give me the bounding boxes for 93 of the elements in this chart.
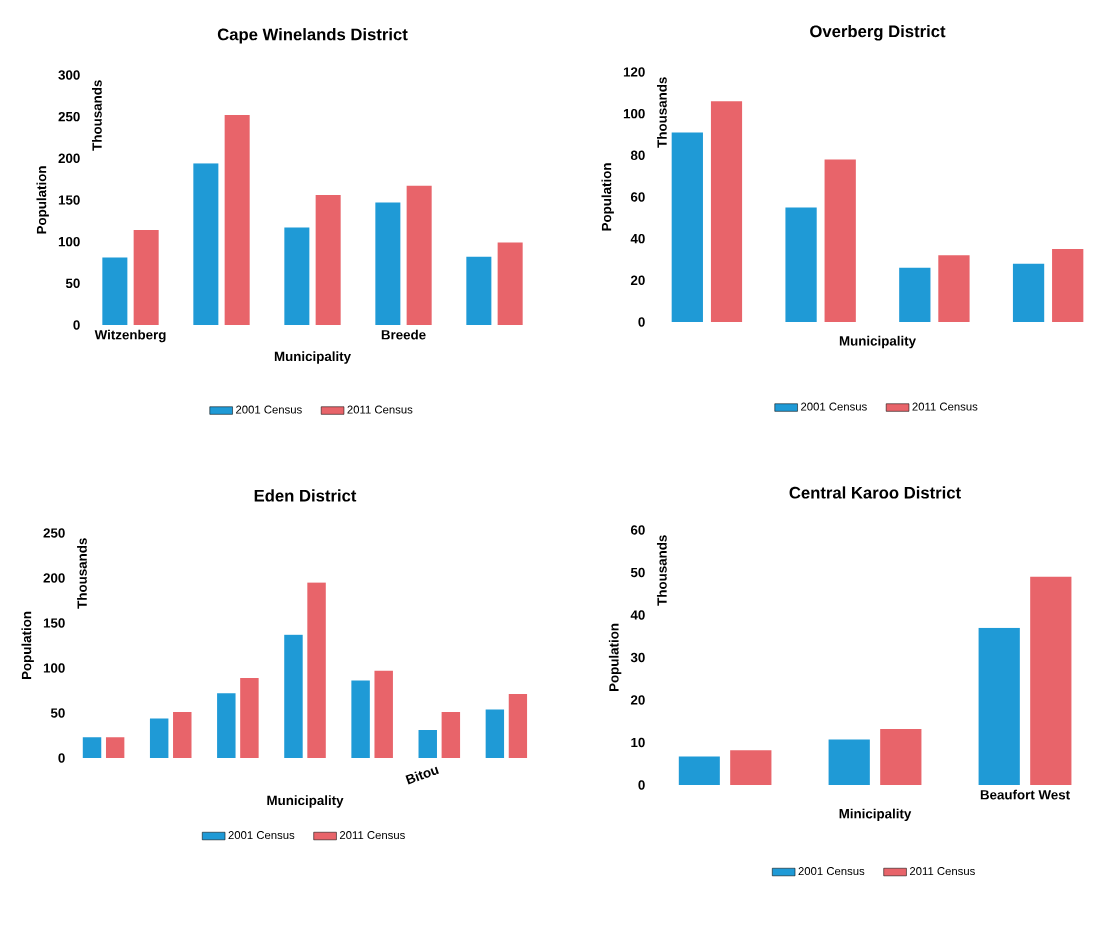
bar xyxy=(497,242,523,325)
x-tick-label: Breede xyxy=(381,329,426,340)
y-tick-label: 0 xyxy=(73,320,80,330)
bar xyxy=(418,730,437,758)
y-tick-label: 50 xyxy=(50,708,65,718)
legend-label: 2001 Census xyxy=(236,405,302,414)
bar xyxy=(351,680,370,758)
bar xyxy=(710,101,743,322)
y-tick-label: 40 xyxy=(630,233,645,244)
annotation: Thousands xyxy=(656,535,667,606)
y-tick-label: 200 xyxy=(43,573,65,583)
y-tick-label: 20 xyxy=(630,695,645,705)
bar xyxy=(466,256,492,325)
y-tick-label: 50 xyxy=(65,278,80,289)
bar xyxy=(880,728,922,785)
x-axis-title: Municipality xyxy=(839,335,916,349)
bar xyxy=(785,207,817,322)
bar xyxy=(133,229,159,325)
bar xyxy=(375,202,401,325)
x-tick-label: Beaufort West xyxy=(980,789,1070,800)
bar xyxy=(1012,263,1045,322)
y-tick-label: 80 xyxy=(630,150,645,161)
bar xyxy=(224,114,250,325)
y-axis-title: Population xyxy=(21,611,34,680)
bar xyxy=(240,677,259,758)
bar xyxy=(105,737,125,758)
x-tick-label: Witzenberg xyxy=(94,329,166,343)
bar xyxy=(938,255,970,322)
y-tick-label: 60 xyxy=(630,525,645,535)
y-tick-label: 60 xyxy=(630,192,645,202)
bar xyxy=(978,627,1020,785)
y-axis-title: Population xyxy=(36,166,49,234)
y-tick-label: 40 xyxy=(630,610,645,620)
chart-title: Eden District xyxy=(254,489,357,502)
legend-label: 2011 Census xyxy=(347,405,413,414)
x-axis-title: Minicipality xyxy=(839,808,912,822)
legend-label: 2011 Census xyxy=(909,867,975,876)
y-tick-label: 300 xyxy=(58,70,80,80)
bar xyxy=(149,718,169,758)
bar xyxy=(82,737,102,758)
legend-label: 2001 Census xyxy=(798,867,865,876)
y-tick-label: 0 xyxy=(638,780,645,790)
chart-title: Overberg District xyxy=(810,24,946,41)
bar xyxy=(217,693,236,758)
y-tick-label: 30 xyxy=(630,652,645,663)
bar xyxy=(1030,576,1072,785)
bar xyxy=(173,712,192,758)
x-axis-title: Municipality xyxy=(274,351,351,364)
y-tick-label: 250 xyxy=(43,528,65,538)
bar xyxy=(315,194,341,325)
bar xyxy=(508,694,528,758)
x-axis-title: Municipality xyxy=(267,795,344,808)
bar xyxy=(828,739,870,785)
bar xyxy=(441,712,461,758)
y-tick-label: 20 xyxy=(630,275,645,286)
bar xyxy=(730,750,772,785)
y-tick-label: 200 xyxy=(58,153,80,164)
bar xyxy=(485,709,505,758)
bar xyxy=(284,634,303,758)
bar xyxy=(193,163,219,325)
y-tick-label: 10 xyxy=(631,737,645,748)
y-tick-label: 120 xyxy=(623,67,645,77)
bar xyxy=(102,257,128,325)
annotation: Thousands xyxy=(657,77,667,148)
bar xyxy=(671,132,703,322)
y-axis-title: Population xyxy=(601,163,614,231)
y-axis-title: Population xyxy=(608,623,622,692)
bar xyxy=(284,227,310,325)
bar xyxy=(374,670,393,758)
y-tick-label: 100 xyxy=(43,663,65,673)
legend-label: 2001 Census xyxy=(801,402,867,411)
y-tick-label: 0 xyxy=(638,317,645,327)
bar xyxy=(1052,249,1084,322)
y-tick-label: 0 xyxy=(58,753,65,763)
bar xyxy=(406,185,432,325)
bar xyxy=(824,159,856,322)
y-tick-label: 150 xyxy=(58,195,80,205)
bar xyxy=(678,756,720,785)
annotation: Thousands xyxy=(77,538,87,609)
y-tick-label: 100 xyxy=(58,236,80,247)
chart-title: Cape Winelands District xyxy=(217,28,408,44)
y-tick-label: 250 xyxy=(58,111,80,122)
legend-label: 2001 Census xyxy=(228,831,295,840)
y-tick-label: 100 xyxy=(623,108,645,119)
annotation: Thousands xyxy=(92,80,102,151)
bar xyxy=(307,582,326,758)
x-tick-label: Bitou xyxy=(405,766,439,785)
chart-title: Central Karoo District xyxy=(789,486,961,499)
legend-label: 2011 Census xyxy=(339,831,405,840)
legend-label: 2011 Census xyxy=(912,402,978,411)
y-tick-label: 50 xyxy=(630,567,645,578)
bar xyxy=(899,267,931,322)
y-tick-label: 150 xyxy=(43,618,65,628)
